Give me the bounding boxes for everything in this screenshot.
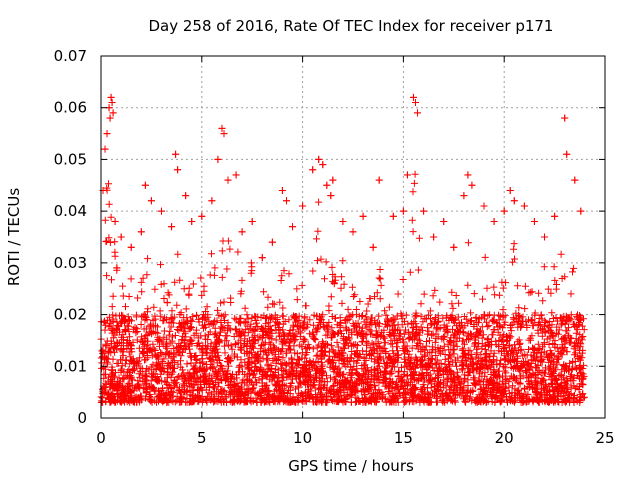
y-tick-label: 0.04 [54,202,87,220]
y-tick-label: 0.03 [54,254,87,272]
roti-peak-point [389,212,397,220]
roti-peak-point [510,197,518,205]
roti-peak-point [106,114,114,122]
data-points [97,93,588,406]
roti-peak-point [108,99,116,107]
roti-peak-point [214,155,222,163]
y-tick-label: 0.02 [54,306,87,324]
roti-peak-point [238,228,246,236]
roti-peak-point [218,124,226,132]
roti-peak-point [319,161,327,169]
roti-peak-point [468,181,476,189]
roti-peak-point [440,217,448,225]
roti-peak-point [157,207,165,215]
roti-peak-point [430,233,438,241]
roti-peak-point [403,171,411,179]
roti-peak-point [147,197,155,205]
roti-peak-point [172,150,180,158]
roti-peak-point [520,202,528,210]
chart-title: Day 258 of 2016, Rate Of TEC Index for r… [149,17,554,35]
roti-peak-point [174,166,182,174]
roti-peak-point [220,130,228,138]
roti-peak-point [339,217,347,225]
tick-labels: 0 5 10 15 20 25 0 0.01 0.02 0.03 0.04 0.05 0.06 0.07 [54,47,615,447]
x-tick-label: 0 [96,429,106,447]
roti-peak-point [109,109,117,117]
roti-peak-point [282,197,290,205]
roti-peak-point [506,186,514,194]
roti-peak-point [563,150,571,158]
plot-frame [100,55,606,419]
roti-peak-point [464,171,472,179]
roti-peak-point [369,243,377,251]
y-tick-label: 0 [77,409,87,427]
y-tick-label: 0.05 [54,150,87,168]
roti-peak-point [327,192,335,200]
x-tick-label: 20 [495,429,514,447]
roti-peak-point [137,228,145,236]
roti-peak-point [571,176,579,184]
roti-peak-point [414,109,422,117]
y-tick-label: 0.01 [54,357,87,375]
roti-peak-point [541,233,549,241]
roti-peak-point [258,254,266,262]
roti-peak-point [480,202,488,210]
grid-lines [101,56,605,418]
x-axis-label: GPS time / hours [288,457,414,475]
roti-peak-point [168,223,176,231]
roti-peak-point [411,99,419,107]
roti-peak-point [375,176,383,184]
roti-series-points [97,93,588,406]
x-tick-label: 10 [293,429,312,447]
roti-peak-point [500,207,508,215]
y-tick-label: 0.06 [54,99,87,117]
roti-peak-point [289,223,297,231]
roti-peak-point [182,192,190,200]
roti-peak-point [232,171,240,179]
roti-peak-point [117,233,125,241]
roti-peak-point [315,155,323,163]
axis-ticks [100,55,606,419]
roti-peak-point [530,217,538,225]
roti-peak-point [127,243,135,251]
roti-peak-point [460,192,468,200]
y-tick-label: 0.07 [54,47,87,65]
roti-peak-point [329,176,337,184]
roti-peak-point [399,207,407,215]
x-tick-label: 5 [197,429,207,447]
roti-peak-point [141,181,149,189]
roti-peak-point [198,212,206,220]
roti-peak-point [268,238,276,246]
roti-peak-point [101,145,109,153]
x-tick-label: 25 [595,429,614,447]
roti-peak-point [103,130,111,138]
roti-peak-point [278,186,286,194]
roti-peak-point [349,228,357,236]
roti-peak-point [577,207,585,215]
roti-peak-point [107,93,115,101]
roti-peak-point [359,212,367,220]
roti-peak-point [299,202,307,210]
roti-peak-point [323,181,331,189]
roti-peak-point [450,243,458,251]
roti-peak-point [490,217,498,225]
roti-peak-point [561,114,569,122]
roti-peak-point [188,217,196,225]
roti-peak-point [111,217,119,225]
roti-peak-point [309,166,317,174]
roti-peak-point [208,197,216,205]
roti-peak-point [551,212,559,220]
x-tick-label: 15 [394,429,413,447]
roti-peak-point [224,176,232,184]
roti-peak-point [409,93,417,101]
y-axis-label: ROTI / TECUs [5,188,23,286]
roti-peak-point [420,207,428,215]
roti-peak-point [248,217,256,225]
